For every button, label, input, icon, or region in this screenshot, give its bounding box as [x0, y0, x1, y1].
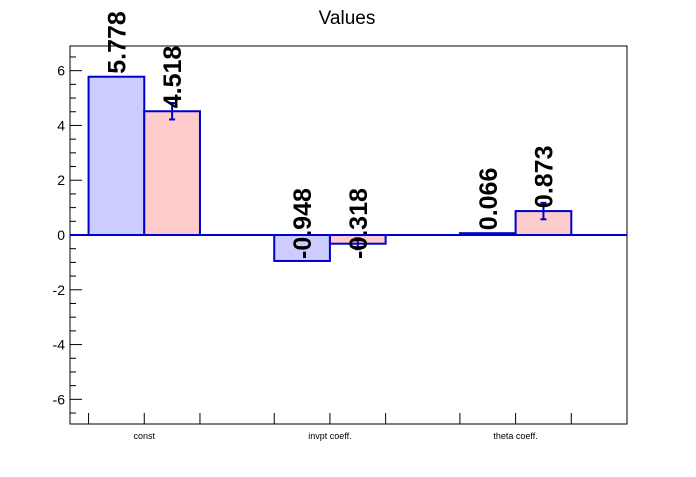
bar — [87, 75, 146, 236]
y-tick-label: -2 — [53, 282, 66, 298]
y-tick-label: 4 — [57, 117, 65, 133]
chart-title: Values — [319, 8, 376, 29]
bar — [143, 110, 201, 236]
x-category-label: theta coeff. — [493, 431, 537, 441]
data-label: -0.948 — [289, 188, 317, 259]
data-label: 0.873 — [530, 146, 558, 209]
data-label: 0.066 — [475, 168, 503, 231]
data-label: 4.518 — [159, 46, 187, 109]
data-label: 5.778 — [103, 11, 131, 74]
y-tick-label: 0 — [57, 227, 65, 243]
y-tick-label: 6 — [57, 63, 65, 79]
y-tick-label: -4 — [53, 337, 66, 353]
y-tick-label: 2 — [57, 172, 65, 188]
plot-area: -6 -4 -2 0 2 4 6 5.778 -0.948 0.066 4.518 -0.318 0.8… — [53, 11, 628, 441]
x-category-label: invpt coeff. — [308, 431, 351, 441]
y-tick-label: -6 — [53, 391, 66, 407]
data-label: -0.318 — [345, 188, 373, 259]
x-category-label: const — [134, 431, 156, 441]
